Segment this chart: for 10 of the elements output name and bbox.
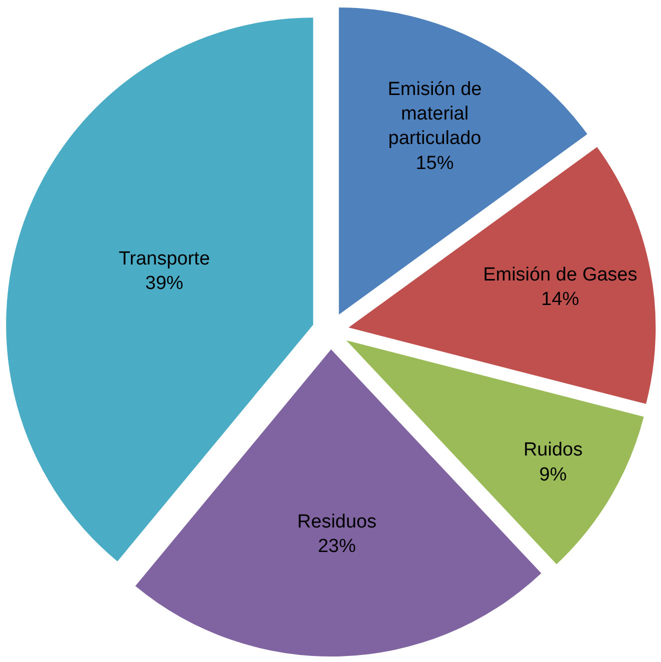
slice-label: Residuos xyxy=(297,511,376,532)
data-label: 9% xyxy=(539,464,567,486)
data-label: 23% xyxy=(318,536,356,558)
slice-label: Emisión de Gases xyxy=(483,264,638,286)
slice-label: Transporte xyxy=(118,248,210,270)
slice-label: Emisión de material particulado xyxy=(388,78,482,150)
data-label: 39% xyxy=(145,273,184,294)
slice-label: Ruidos xyxy=(523,440,583,461)
data-label: 14% xyxy=(541,289,580,310)
data-label: 15% xyxy=(416,152,454,174)
